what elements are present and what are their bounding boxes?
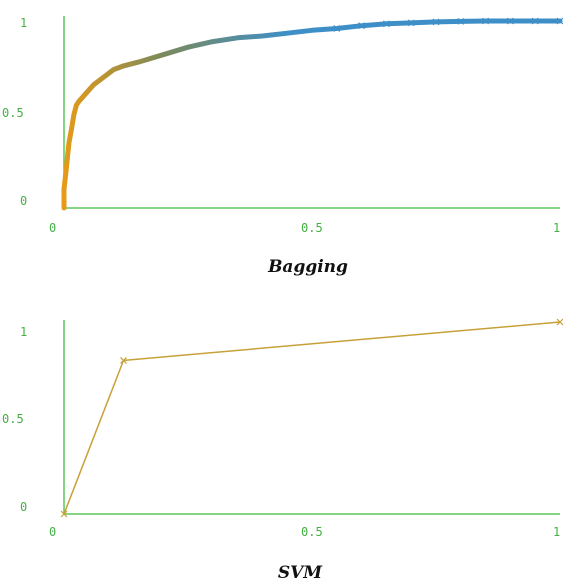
bagging-x-tick-1: 1: [553, 221, 560, 235]
svm-point: [556, 318, 563, 326]
bagging-point: [482, 17, 490, 25]
bagging-point: [358, 22, 366, 30]
svm-roc-line: [63, 321, 561, 515]
bagging-y-tick-1: 1: [20, 16, 27, 30]
svm-caption: SVM: [278, 563, 323, 582]
svm-x-tick-0: 0: [49, 525, 56, 539]
bagging-x-tick-0-5: 0.5: [301, 221, 323, 235]
bagging-point: [432, 18, 440, 26]
svm-chart: 1 0.5 0 0 0.5 1 SVM: [2, 318, 563, 582]
svm-y-tick-0-5: 0.5: [2, 412, 24, 426]
bagging-y-tick-0-5: 0.5: [2, 106, 24, 120]
bagging-point: [382, 20, 390, 28]
bagging-roc-line: [61, 18, 563, 211]
svm-x-tick-0-5: 0.5: [301, 525, 323, 539]
svm-point: [60, 510, 68, 518]
svm-point: [120, 356, 127, 364]
svm-x-tick-1: 1: [553, 525, 560, 539]
svm-y-tick-1: 1: [20, 325, 27, 339]
bagging-point: [531, 17, 539, 25]
bagging-y-tick-0: 0: [20, 194, 27, 208]
bagging-chart: 1 0.5 0 0 0.5 1 Bagging: [2, 16, 563, 277]
bagging-point: [556, 17, 563, 25]
bagging-point: [457, 17, 465, 25]
bagging-point: [407, 19, 415, 27]
svm-y-tick-0: 0: [20, 500, 27, 514]
bagging-markers: [333, 17, 563, 32]
svm-markers: [60, 318, 563, 518]
bagging-point: [333, 25, 341, 32]
bagging-point: [506, 17, 514, 25]
bagging-x-tick-0: 0: [49, 221, 56, 235]
bagging-caption: Bagging: [267, 257, 348, 277]
